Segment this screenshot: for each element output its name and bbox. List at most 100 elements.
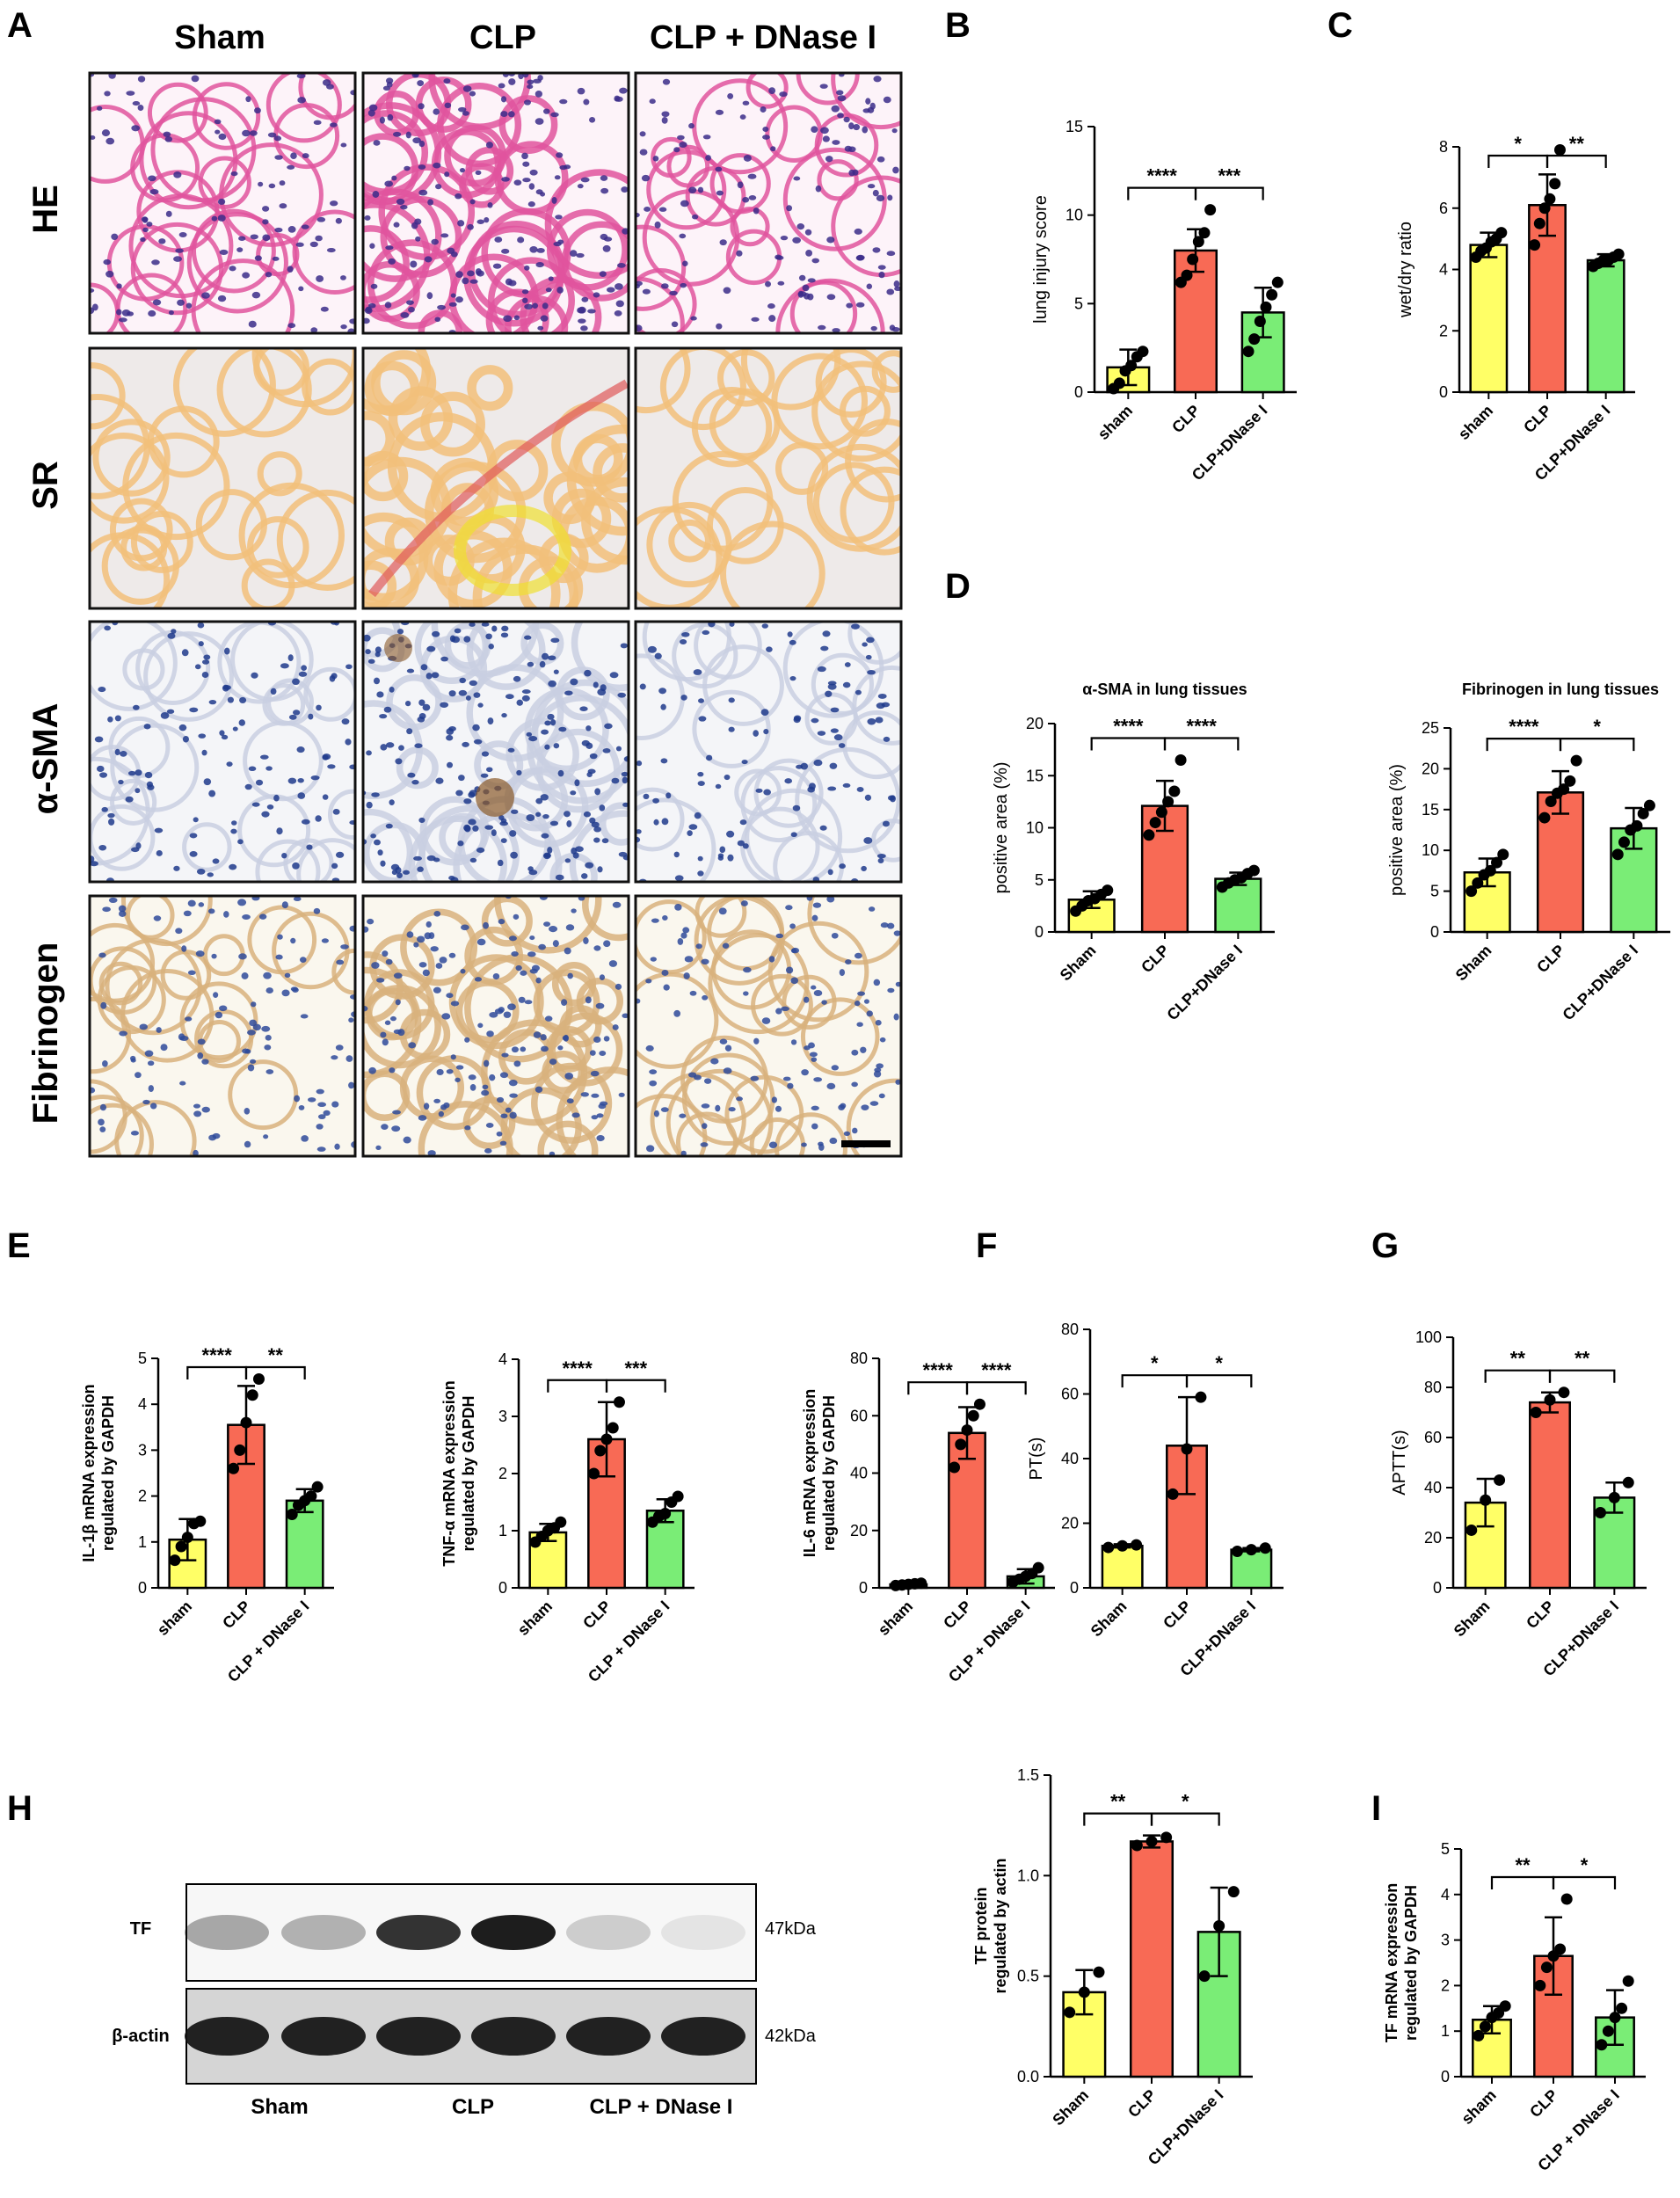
data-point xyxy=(1155,806,1167,819)
y-tick-label: 5 xyxy=(1074,295,1083,312)
y-tick-label: 3 xyxy=(498,1408,507,1425)
blot-label-tf: TF xyxy=(130,1919,151,1939)
western-blot: TF β-actin 47kDa 42kDa Sham CLP CLP + DN… xyxy=(112,1883,817,2119)
significance-label: ** xyxy=(1510,1348,1526,1370)
data-point xyxy=(1032,1561,1044,1574)
histology-tile-fibrinogen-sham xyxy=(88,894,357,1158)
x-tick-label: CLP xyxy=(1168,402,1204,437)
tile-tissue xyxy=(363,896,629,1156)
data-point xyxy=(555,1516,567,1528)
y-tick-label: 0.5 xyxy=(1017,1968,1039,1985)
data-point xyxy=(1102,884,1114,897)
y-axis-label-line2: regulated by GAPDH xyxy=(99,1395,117,1551)
y-axis-label: IL-1β mRNA expression xyxy=(80,1384,98,1561)
x-tick-label: CLP+DNase I xyxy=(1559,942,1641,1024)
data-point xyxy=(1558,1386,1570,1399)
bar-1 xyxy=(1129,1840,1175,2078)
data-point xyxy=(1612,248,1625,260)
data-point xyxy=(1137,346,1149,358)
actin-band xyxy=(185,2017,269,2056)
significance-bracket xyxy=(1185,1374,1253,1388)
x-tick-label: CLP xyxy=(1138,942,1173,977)
y-axis-label: TF protein xyxy=(972,1888,990,1965)
data-point xyxy=(1259,1542,1271,1554)
data-point xyxy=(311,1481,324,1493)
significance-label: * xyxy=(1182,1791,1189,1813)
data-point xyxy=(915,1577,927,1590)
y-axis-label-line2: regulated by GAPDH xyxy=(1402,1885,1420,2041)
histology-tile-fibrinogen-clp-dnase xyxy=(634,894,903,1158)
y-tick-label: 1.5 xyxy=(1017,1766,1039,1784)
x-tick-label: Sham xyxy=(1057,942,1100,985)
data-point xyxy=(1622,1476,1634,1488)
y-tick-label: 15 xyxy=(1422,801,1439,819)
data-point xyxy=(1594,1507,1606,1518)
y-axis-label: wet/dry ratio xyxy=(1396,222,1415,318)
y-tick-label: 0 xyxy=(1070,1579,1079,1597)
data-point xyxy=(973,1398,985,1410)
y-tick-label: 4 xyxy=(498,1350,507,1368)
data-point xyxy=(1533,217,1545,229)
data-point xyxy=(1248,333,1261,346)
tile-tissue xyxy=(636,73,901,333)
data-point xyxy=(1618,836,1630,848)
significance-label: **** xyxy=(1509,716,1539,738)
data-point xyxy=(1465,885,1478,898)
y-tick-label: 0 xyxy=(1035,923,1044,941)
y-tick-label: 80 xyxy=(1424,1379,1442,1396)
tile-tissue xyxy=(90,622,355,882)
y-tick-label: 1.0 xyxy=(1017,1867,1039,1884)
data-point xyxy=(1465,1524,1478,1536)
data-point xyxy=(1545,796,1557,808)
y-tick-label: 5 xyxy=(1035,871,1044,889)
data-point xyxy=(1198,227,1211,239)
x-tick-label: CLP xyxy=(1533,942,1568,977)
y-tick-label: 2 xyxy=(498,1465,507,1482)
panel-label-c: C xyxy=(1327,6,1353,45)
significance-bracket xyxy=(244,1365,306,1379)
actin-band xyxy=(471,2017,556,2056)
tile-tissue xyxy=(636,348,901,608)
chart-e1: 0 1 2 3 4 5 IL-1β mRNA expression regulated by … xyxy=(80,1344,334,1685)
y-tick-label: 2 xyxy=(1441,1976,1450,1994)
y-tick-label: 5 xyxy=(1441,1840,1450,1858)
y-tick-label: 40 xyxy=(850,1465,868,1482)
significance-bracket xyxy=(1194,186,1264,200)
data-point xyxy=(1175,753,1187,766)
data-point xyxy=(1160,1831,1173,1844)
tile-tissue xyxy=(636,896,901,1156)
significance-label: **** xyxy=(202,1344,233,1366)
x-tick-label: CLP xyxy=(579,1598,615,1633)
data-point xyxy=(1479,2020,1491,2033)
x-tick-label: sham xyxy=(1458,2086,1499,2128)
data-point xyxy=(1093,1966,1105,1978)
x-tick-label: Sham xyxy=(1452,942,1495,985)
y-tick-label: 2 xyxy=(138,1488,147,1505)
data-point xyxy=(1529,239,1541,251)
data-point xyxy=(659,1508,672,1519)
significance-label: * xyxy=(1581,1854,1589,1876)
data-point xyxy=(1643,799,1655,812)
tf-band xyxy=(185,1915,269,1950)
chart-h: 0.0 0.5 1.0 1.5 TF protein regulated by actin… xyxy=(972,1766,1253,2168)
tf-band xyxy=(661,1915,745,1950)
blot-group-clp: CLP xyxy=(452,2095,494,2119)
significance-label: **** xyxy=(981,1359,1012,1381)
data-point xyxy=(1227,1886,1240,1898)
y-axis-label-line2: regulated by GAPDH xyxy=(820,1395,838,1551)
y-tick-label: 2 xyxy=(1439,322,1448,339)
blot-label-actin: β-actin xyxy=(112,2027,170,2046)
chart-title: Fibrinogen in lung tissues xyxy=(1462,681,1659,698)
blot-group-clp-dnase: CLP + DNase I xyxy=(590,2095,733,2119)
data-point xyxy=(1609,2012,1621,2024)
panel-label-h: H xyxy=(7,1789,33,1828)
y-tick-label: 8 xyxy=(1439,138,1448,156)
y-tick-label: 60 xyxy=(1424,1429,1442,1446)
y-tick-label: 10 xyxy=(1422,841,1439,859)
tile-tissue xyxy=(636,622,901,882)
data-point xyxy=(1192,236,1204,248)
blot-size-tf: 47kDa xyxy=(765,1919,817,1939)
data-point xyxy=(955,1438,967,1451)
y-axis-label: APTT(s) xyxy=(1390,1430,1409,1495)
